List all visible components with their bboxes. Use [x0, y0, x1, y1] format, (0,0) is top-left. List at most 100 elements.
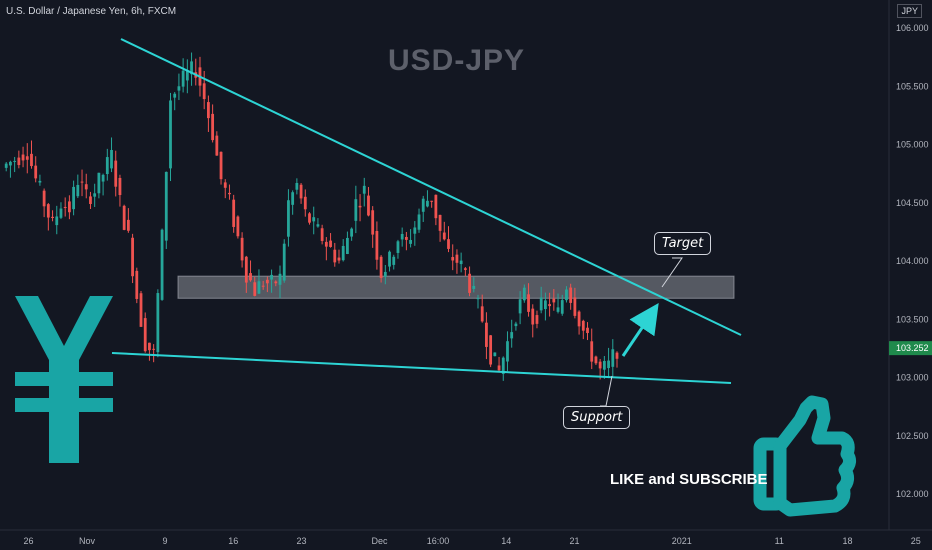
candle: [371, 210, 375, 235]
thumbs-up-icon: [753, 395, 857, 517]
candle: [63, 206, 67, 208]
candle: [400, 233, 404, 240]
candle: [148, 342, 151, 351]
candle: [89, 196, 92, 204]
symbol-header[interactable]: U.S. Dollar / Japanese Yen, 6h, FXCM: [6, 6, 177, 17]
candle: [51, 216, 54, 218]
candle: [611, 349, 615, 367]
price-axis[interactable]: 106.000 105.500 105.000 104.500 104.000 103.5…: [896, 23, 929, 499]
candle: [93, 193, 97, 197]
candle: [122, 205, 126, 230]
candle: [333, 249, 337, 263]
candle: [295, 182, 299, 190]
candle: [573, 297, 577, 316]
candle: [337, 257, 341, 261]
last-price-bg: [889, 341, 932, 356]
candle: [556, 307, 560, 312]
candle: [232, 199, 236, 227]
candle: [287, 200, 290, 237]
candle: [316, 224, 320, 227]
candle: [299, 184, 303, 199]
candle: [46, 204, 50, 218]
candle: [598, 361, 602, 369]
candle: [42, 190, 46, 207]
candle: [522, 287, 526, 301]
candle: [489, 335, 493, 365]
candle: [548, 304, 552, 307]
candle: [25, 156, 29, 160]
support-label: Support: [563, 406, 631, 429]
candle: [421, 198, 425, 212]
target-callout-pointer: [661, 257, 683, 288]
candle: [459, 260, 463, 265]
candle: [506, 341, 509, 362]
candle: [531, 308, 535, 325]
candle: [543, 300, 547, 310]
candle: [114, 160, 118, 187]
candle: [118, 177, 122, 195]
candle: [476, 298, 480, 300]
candle: [160, 229, 164, 300]
time-tick-label: 14: [501, 536, 511, 546]
candle: [72, 186, 76, 210]
candle: [126, 219, 130, 231]
candle: [265, 279, 269, 284]
candle: [497, 365, 501, 371]
candle: [17, 157, 21, 166]
target-label: Target: [654, 232, 712, 255]
time-tick-label: 26: [23, 536, 33, 546]
support-callout-pointer: [600, 375, 613, 407]
price-axis-bg: [889, 0, 932, 550]
candle: [358, 205, 362, 208]
candle: [442, 232, 446, 240]
candle: [392, 256, 396, 265]
price-tick-label: 104.000: [896, 256, 929, 266]
candle: [417, 214, 421, 230]
candle: [152, 348, 156, 350]
candle: [341, 245, 345, 261]
candle: [565, 289, 568, 301]
candle: [236, 216, 240, 237]
candle: [80, 181, 84, 183]
candle: [434, 194, 438, 219]
candle: [84, 184, 88, 190]
candle: [244, 256, 248, 283]
candle: [76, 184, 80, 197]
candle: [13, 160, 17, 162]
candle: [156, 293, 160, 353]
candle: [581, 320, 585, 331]
candle: [139, 293, 143, 327]
candle: [55, 216, 59, 226]
candle: [228, 192, 231, 195]
candle: [493, 352, 497, 357]
candle: [135, 270, 139, 299]
candle: [190, 61, 193, 75]
time-tick-label: 18: [842, 536, 852, 546]
currency-badge[interactable]: JPY: [897, 4, 922, 18]
candle: [67, 201, 71, 213]
price-tick-label: 103.500: [896, 314, 929, 324]
candle: [447, 239, 450, 249]
candle: [329, 240, 332, 247]
candle: [207, 102, 210, 119]
time-tick-label: 21: [569, 536, 579, 546]
candle: [569, 287, 573, 303]
candle: [404, 236, 408, 240]
candle: [185, 70, 189, 81]
candle: [510, 332, 514, 339]
time-tick-label: 23: [296, 536, 306, 546]
candle: [291, 192, 295, 205]
candle: [278, 273, 282, 285]
resistance-zone: [177, 275, 735, 299]
candle: [413, 227, 417, 234]
time-tick-label: 16: [228, 536, 238, 546]
last-price-tag: 103.252: [889, 341, 932, 356]
candle: [560, 300, 564, 314]
candle: [181, 70, 185, 87]
candle: [177, 86, 181, 91]
candle: [105, 157, 109, 175]
yen-sign-icon: [15, 296, 113, 463]
candle: [367, 195, 370, 216]
